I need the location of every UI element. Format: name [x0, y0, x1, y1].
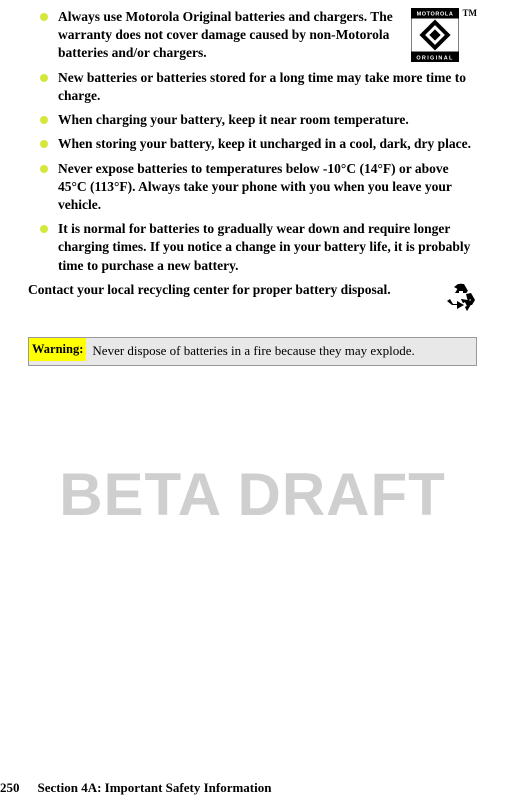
list-item: When storing your battery, keep it uncha…: [28, 135, 477, 153]
bullet-icon: [40, 116, 48, 124]
page-footer: 250 Section 4A: Important Safety Informa…: [0, 780, 505, 796]
recycle-icon: [445, 281, 477, 313]
list-item: Never expose batteries to temperatures b…: [28, 160, 477, 215]
page-number: 250: [0, 780, 20, 796]
logo-wrap: MOTOROLA ORIGINAL TM: [411, 8, 478, 62]
warning-text: Never dispose of batteries in a fire bec…: [86, 338, 422, 366]
warning-label: Warning:: [29, 338, 86, 361]
svg-text:MOTOROLA: MOTOROLA: [416, 12, 453, 18]
bullet-text: When storing your battery, keep it uncha…: [58, 135, 477, 153]
svg-text:ORIGINAL: ORIGINAL: [416, 56, 453, 62]
warning-box: Warning: Never dispose of batteries in a…: [28, 337, 477, 367]
list-item: New batteries or batteries stored for a …: [28, 69, 477, 105]
bullet-icon: [40, 140, 48, 148]
bullet-icon: [40, 13, 48, 21]
list-item: It is normal for batteries to gradually …: [28, 220, 477, 275]
bullet-text: It is normal for batteries to gradually …: [58, 220, 477, 275]
page-content: MOTOROLA ORIGINAL TM Always use Motorola…: [0, 0, 505, 366]
bullet-text: Never expose batteries to temperatures b…: [58, 160, 477, 215]
bullet-icon: [40, 165, 48, 173]
bullet-text: New batteries or batteries stored for a …: [58, 69, 477, 105]
bullet-text: When charging your battery, keep it near…: [58, 111, 477, 129]
bullet-icon: [40, 74, 48, 82]
list-item: When charging your battery, keep it near…: [28, 111, 477, 129]
motorola-original-logo: MOTOROLA ORIGINAL: [411, 8, 459, 62]
watermark: BETA DRAFT: [0, 460, 505, 529]
contact-row: Contact your local recycling center for …: [28, 281, 477, 313]
footer-title: Section 4A: Important Safety Information: [38, 780, 272, 796]
bullet-icon: [40, 225, 48, 233]
contact-text: Contact your local recycling center for …: [28, 281, 445, 299]
trademark-label: TM: [463, 8, 478, 18]
